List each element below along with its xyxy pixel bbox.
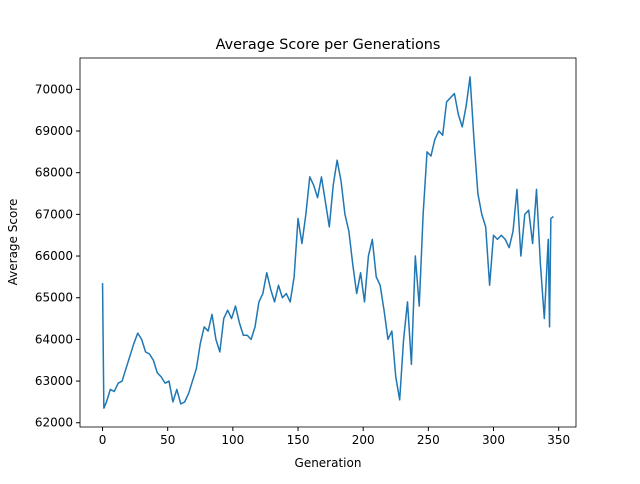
chart-title: Average Score per Generations — [216, 37, 441, 53]
x-axis-label: Generation — [295, 456, 362, 470]
x-tick-label: 350 — [547, 433, 570, 447]
y-tick-label: 69000 — [35, 124, 73, 138]
y-tick-label: 64000 — [35, 332, 73, 346]
data-line — [101, 76, 554, 409]
y-tick-label: 65000 — [35, 291, 73, 305]
x-tick-label: 0 — [99, 433, 107, 447]
axes-frame — [79, 57, 577, 428]
x-tick-label: 250 — [417, 433, 440, 447]
y-tick-label: 70000 — [35, 82, 73, 96]
x-tick-label: 50 — [160, 433, 175, 447]
y-tick-label: 66000 — [35, 249, 73, 263]
y-tick-label: 63000 — [35, 374, 73, 388]
y-tick-label: 67000 — [35, 207, 73, 221]
x-tick-label: 300 — [482, 433, 505, 447]
y-tick-label: 62000 — [35, 416, 73, 430]
x-tick-label: 100 — [221, 433, 244, 447]
y-tick-label: 68000 — [35, 166, 73, 180]
x-tick-label: 150 — [287, 433, 310, 447]
y-axis-label: Average Score — [6, 199, 20, 286]
x-tick-label: 200 — [352, 433, 375, 447]
